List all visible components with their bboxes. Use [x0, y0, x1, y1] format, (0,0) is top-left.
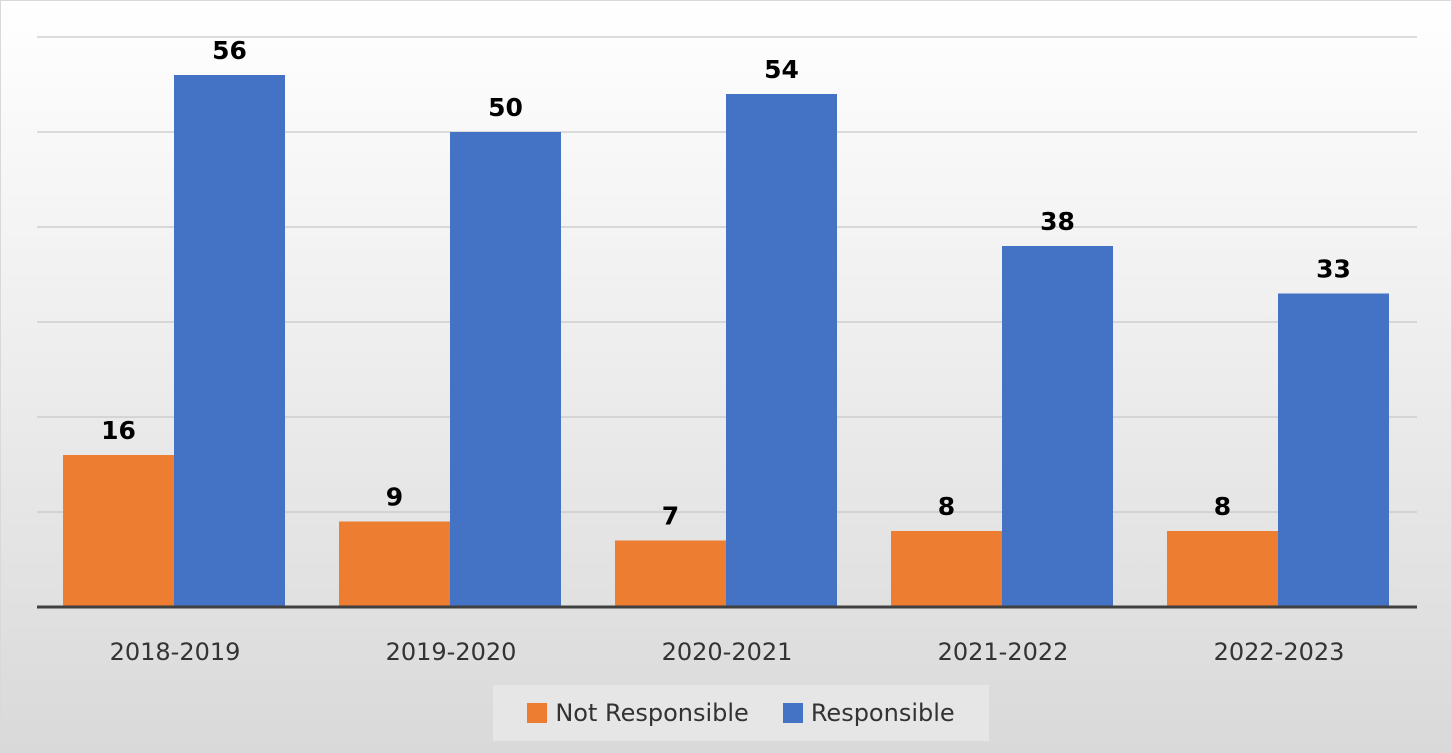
bar-not-responsible	[1167, 531, 1278, 607]
legend-item-not-responsible: Not Responsible	[527, 699, 749, 727]
data-label-responsible: 54	[764, 55, 799, 84]
legend-label-not-responsible: Not Responsible	[555, 699, 749, 727]
x-tick-label: 2019-2020	[386, 638, 517, 666]
legend: Not Responsible Responsible	[493, 685, 989, 741]
data-label-responsible: 50	[488, 93, 523, 122]
bar-responsible	[174, 75, 285, 607]
data-label-not-responsible: 9	[386, 483, 403, 512]
data-label-responsible: 33	[1316, 255, 1351, 284]
x-tick-label: 2022-2023	[1214, 638, 1345, 666]
legend-item-responsible: Responsible	[782, 699, 955, 727]
bar-responsible	[726, 94, 837, 607]
data-label-not-responsible: 8	[938, 492, 955, 521]
bar-responsible	[450, 132, 561, 607]
data-label-not-responsible: 8	[1214, 492, 1231, 521]
x-tick-label: 2018-2019	[110, 638, 241, 666]
legend-swatch-responsible	[782, 703, 803, 723]
data-label-responsible: 38	[1040, 207, 1075, 236]
data-label-not-responsible: 7	[662, 502, 679, 531]
data-labels: 16 56 9 50 7 54 8 38 8 33	[101, 36, 1351, 531]
data-label-responsible: 56	[212, 36, 247, 65]
bar-not-responsible	[615, 540, 726, 607]
bar-not-responsible	[339, 521, 450, 607]
legend-swatch-not-responsible	[527, 703, 548, 723]
data-label-not-responsible: 16	[101, 416, 136, 445]
bar-responsible	[1278, 293, 1389, 607]
x-tick-label: 2021-2022	[938, 638, 1069, 666]
bars	[63, 75, 1389, 607]
bar-not-responsible	[891, 531, 1002, 607]
bar-responsible	[1002, 246, 1113, 607]
x-tick-labels: 2018-2019 2019-2020 2020-2021 2021-2022 2022…	[110, 638, 1345, 666]
x-tick-label: 2020-2021	[662, 638, 793, 666]
legend-label-responsible: Responsible	[810, 699, 955, 727]
bar-not-responsible	[63, 455, 174, 607]
